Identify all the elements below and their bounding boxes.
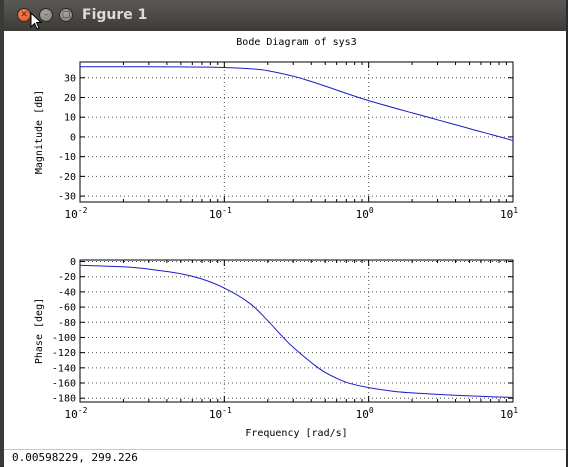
chart-2: 10-2 10-1 100 101 0 -20 -40 -60 -80 -100 -120 -140 -… — [34, 257, 518, 439]
y-tick-label: -20 — [58, 272, 76, 283]
x-tick-label: 10-2 — [65, 406, 88, 421]
y-tick-label: -10 — [58, 152, 76, 163]
y-tick-label: -180 — [52, 394, 76, 405]
close-window-button[interactable]: ✕ — [17, 8, 31, 22]
maximize-icon: □ — [62, 11, 71, 20]
y-tick-label: -120 — [52, 348, 76, 359]
y-tick-label: 0 — [70, 257, 76, 268]
y-tick-label: -140 — [52, 363, 76, 374]
y-axis-label: Phase [deg] — [34, 298, 45, 364]
x-tick-label: 10-2 — [65, 206, 88, 221]
series-line-1 — [80, 265, 513, 397]
title-bar[interactable]: ✕ – □ Figure 1 — [4, 0, 566, 32]
window-title: Figure 1 — [82, 7, 147, 23]
status-bar: 0.00598229, 299.226 — [4, 449, 566, 467]
mouse-pointer-icon — [30, 12, 42, 30]
y-tick-label: -100 — [52, 333, 76, 344]
y-tick-label: -20 — [58, 172, 76, 183]
x-tick-label: 101 — [500, 406, 518, 421]
x-tick-label: 101 — [500, 206, 518, 221]
y-tick-label: 20 — [64, 93, 76, 104]
y-tick-label: 10 — [64, 113, 76, 124]
y-tick-label: -160 — [52, 379, 76, 390]
y-tick-label: -30 — [58, 192, 76, 203]
y-tick-label: -80 — [58, 318, 76, 329]
axes-frame — [80, 62, 513, 202]
close-icon: ✕ — [20, 11, 28, 20]
axes-frame — [80, 260, 513, 402]
y-tick-label: 0 — [70, 132, 76, 143]
y-tick-label: 30 — [64, 73, 76, 84]
x-tick-label: 100 — [356, 406, 374, 421]
chart-title: Bode Diagram of sys3 — [236, 37, 356, 48]
minimize-icon: – — [44, 11, 49, 20]
y-axis-label: Magnitude [dB] — [34, 90, 45, 174]
x-axis-label: Frequency [rad/s] — [245, 428, 347, 439]
x-tick-label: 10-1 — [209, 406, 232, 421]
x-tick-label: 100 — [356, 206, 374, 221]
maximize-window-button[interactable]: □ — [59, 8, 73, 22]
y-tick-label: -40 — [58, 287, 76, 298]
x-tick-label: 10-1 — [209, 206, 232, 221]
y-tick-label: -60 — [58, 303, 76, 314]
cursor-coordinates: 0.00598229, 299.226 — [12, 451, 138, 464]
